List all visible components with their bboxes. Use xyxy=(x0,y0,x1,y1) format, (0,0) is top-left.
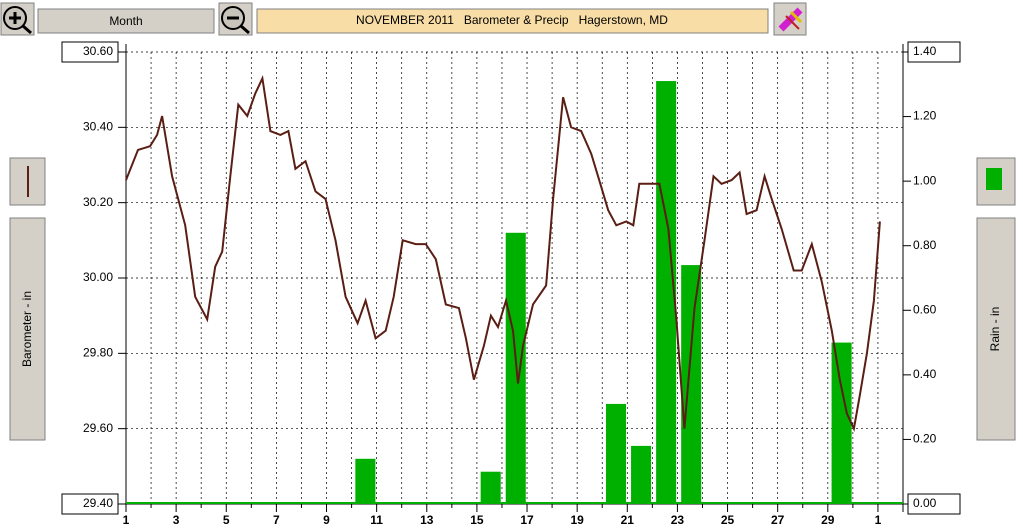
y2-tick-label: 0.80 xyxy=(913,238,937,252)
rain-bar xyxy=(656,81,677,505)
rain-bar xyxy=(480,471,501,504)
rain-bar xyxy=(631,445,652,504)
y2-axis-label: Rain - in xyxy=(988,307,1002,352)
x-tick-label: 1 xyxy=(123,513,130,527)
tick-box xyxy=(907,41,961,63)
y2-tick-label: 0.00 xyxy=(913,496,937,510)
y2-tick-label: 1.40 xyxy=(913,44,937,58)
chart-title: NOVEMBER 2011 Barometer & Precip Hagerst… xyxy=(356,13,668,27)
title-box xyxy=(256,8,769,34)
x-tick-label: 15 xyxy=(470,513,484,527)
y-axis-label: Barometer - in xyxy=(20,291,34,367)
x-tick-label: 17 xyxy=(520,513,534,527)
y-label-box xyxy=(9,217,46,441)
y2-tick-label: 0.60 xyxy=(913,302,937,316)
y-tick-label: 30.00 xyxy=(83,270,113,284)
x-tick-label: 27 xyxy=(771,513,785,527)
x-tick-label: 1 xyxy=(875,513,882,527)
x-tick-label: 13 xyxy=(420,513,434,527)
zoom-out-button[interactable] xyxy=(218,2,253,36)
rain-bar xyxy=(605,403,627,504)
x-tick-label: 19 xyxy=(570,513,584,527)
period-button[interactable]: Month xyxy=(37,8,215,34)
y2-tick-label: 1.20 xyxy=(913,109,937,123)
barometer-line xyxy=(125,75,881,433)
tick-box xyxy=(61,41,119,63)
rain-bar xyxy=(831,342,852,504)
tick-box xyxy=(907,493,961,515)
rain-bar xyxy=(355,458,376,504)
y2-tick-label: 1.00 xyxy=(913,173,937,187)
period-label: Month xyxy=(109,14,142,28)
rain-bar xyxy=(681,265,702,504)
y2-label-box xyxy=(976,217,1016,441)
tick-box xyxy=(61,493,119,515)
x-tick-label: 29 xyxy=(821,513,835,527)
x-tick-label: 25 xyxy=(721,513,735,527)
y2-tick-label: 0.40 xyxy=(913,367,937,381)
x-tick-label: 9 xyxy=(323,513,330,527)
bar-legend-button[interactable] xyxy=(976,157,1016,206)
x-tick-label: 11 xyxy=(370,513,383,527)
x-tick-label: 7 xyxy=(273,513,280,527)
y-tick-label: 30.20 xyxy=(83,195,113,209)
x-tick-label: 23 xyxy=(671,513,685,527)
y-tick-label: 29.80 xyxy=(83,346,113,360)
x-tick-label: 21 xyxy=(621,513,635,527)
y-tick-label: 29.40 xyxy=(83,496,113,510)
line-legend-button[interactable] xyxy=(9,157,46,206)
x-tick-label: 5 xyxy=(223,513,230,527)
y-tick-label: 30.40 xyxy=(83,120,113,134)
zoom-in-button[interactable] xyxy=(0,2,35,36)
y2-tick-label: 0.20 xyxy=(913,432,937,446)
y-tick-label: 29.60 xyxy=(83,421,113,435)
settings-button[interactable] xyxy=(773,2,807,36)
x-tick-label: 3 xyxy=(173,513,180,527)
y-tick-label: 30.60 xyxy=(83,44,113,58)
